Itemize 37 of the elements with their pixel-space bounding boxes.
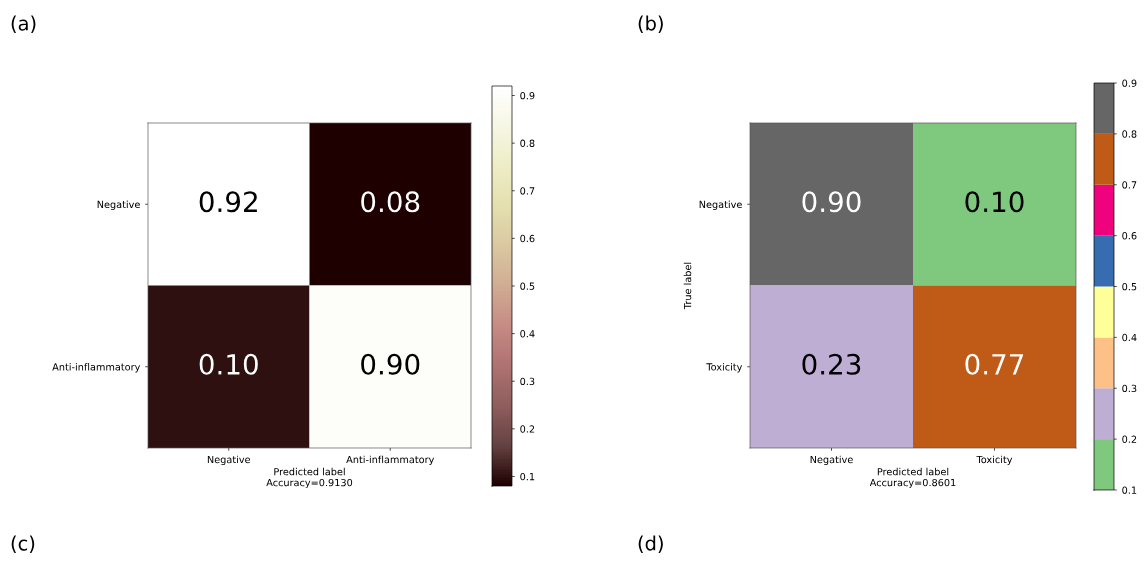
- color-bar-label: 0.4: [1122, 333, 1137, 342]
- x-tick-label: Negative: [207, 455, 251, 466]
- data-label: 0.08: [361, 191, 420, 213]
- color-bar-label: 0.4: [520, 330, 535, 338]
- x-tick-label: Negative: [810, 455, 853, 466]
- color-bar-label: 0.3: [1122, 384, 1137, 393]
- color-bar-label: 0.5: [520, 282, 535, 290]
- color-bar-label: 0.9: [520, 92, 535, 100]
- color-bar-label: 0.2: [1122, 435, 1137, 443]
- text: (d): [638, 535, 663, 553]
- chart-title: (b): [638, 15, 663, 33]
- text: (c): [11, 535, 35, 553]
- data-label: 0.10: [965, 191, 1024, 213]
- data-label: 0.90: [361, 353, 420, 375]
- x-axis-title: Predicted label Accuracy=0.8601: [869, 467, 956, 489]
- data-label: 0.90: [802, 191, 861, 213]
- x-axis-title: Predicted label Accuracy=0.9130: [266, 467, 353, 489]
- color-bar-label: 0.3: [520, 377, 535, 386]
- color-bar-label: 0.1: [1122, 486, 1137, 494]
- data-label: 0.92: [199, 191, 257, 213]
- color-bar-label: 0.6: [1122, 232, 1137, 240]
- data-label: 0.23: [802, 353, 861, 375]
- color-bar-label: 0.8: [520, 139, 535, 147]
- color-bar-label: 0.5: [1122, 282, 1137, 291]
- color-bar-label: 0.7: [520, 187, 535, 195]
- x-tick-label: Anti-inflammatory: [346, 455, 435, 466]
- y-axis-title: True label: [683, 262, 692, 310]
- color-bar-label: 0.1: [520, 472, 535, 481]
- color-bar-label: 0.9: [1122, 79, 1137, 87]
- color-bar-label: 0.8: [1122, 130, 1137, 138]
- color-bar-label: 0.6: [520, 234, 535, 243]
- data-label: 0.10: [199, 353, 258, 375]
- color-bar-label: 0.2: [520, 425, 535, 433]
- chart-title: (a): [11, 15, 36, 33]
- data-label: 0.77: [965, 353, 1024, 375]
- color-bar-label: 0.7: [1122, 181, 1137, 189]
- x-tick-label: Toxicity: [976, 455, 1013, 466]
